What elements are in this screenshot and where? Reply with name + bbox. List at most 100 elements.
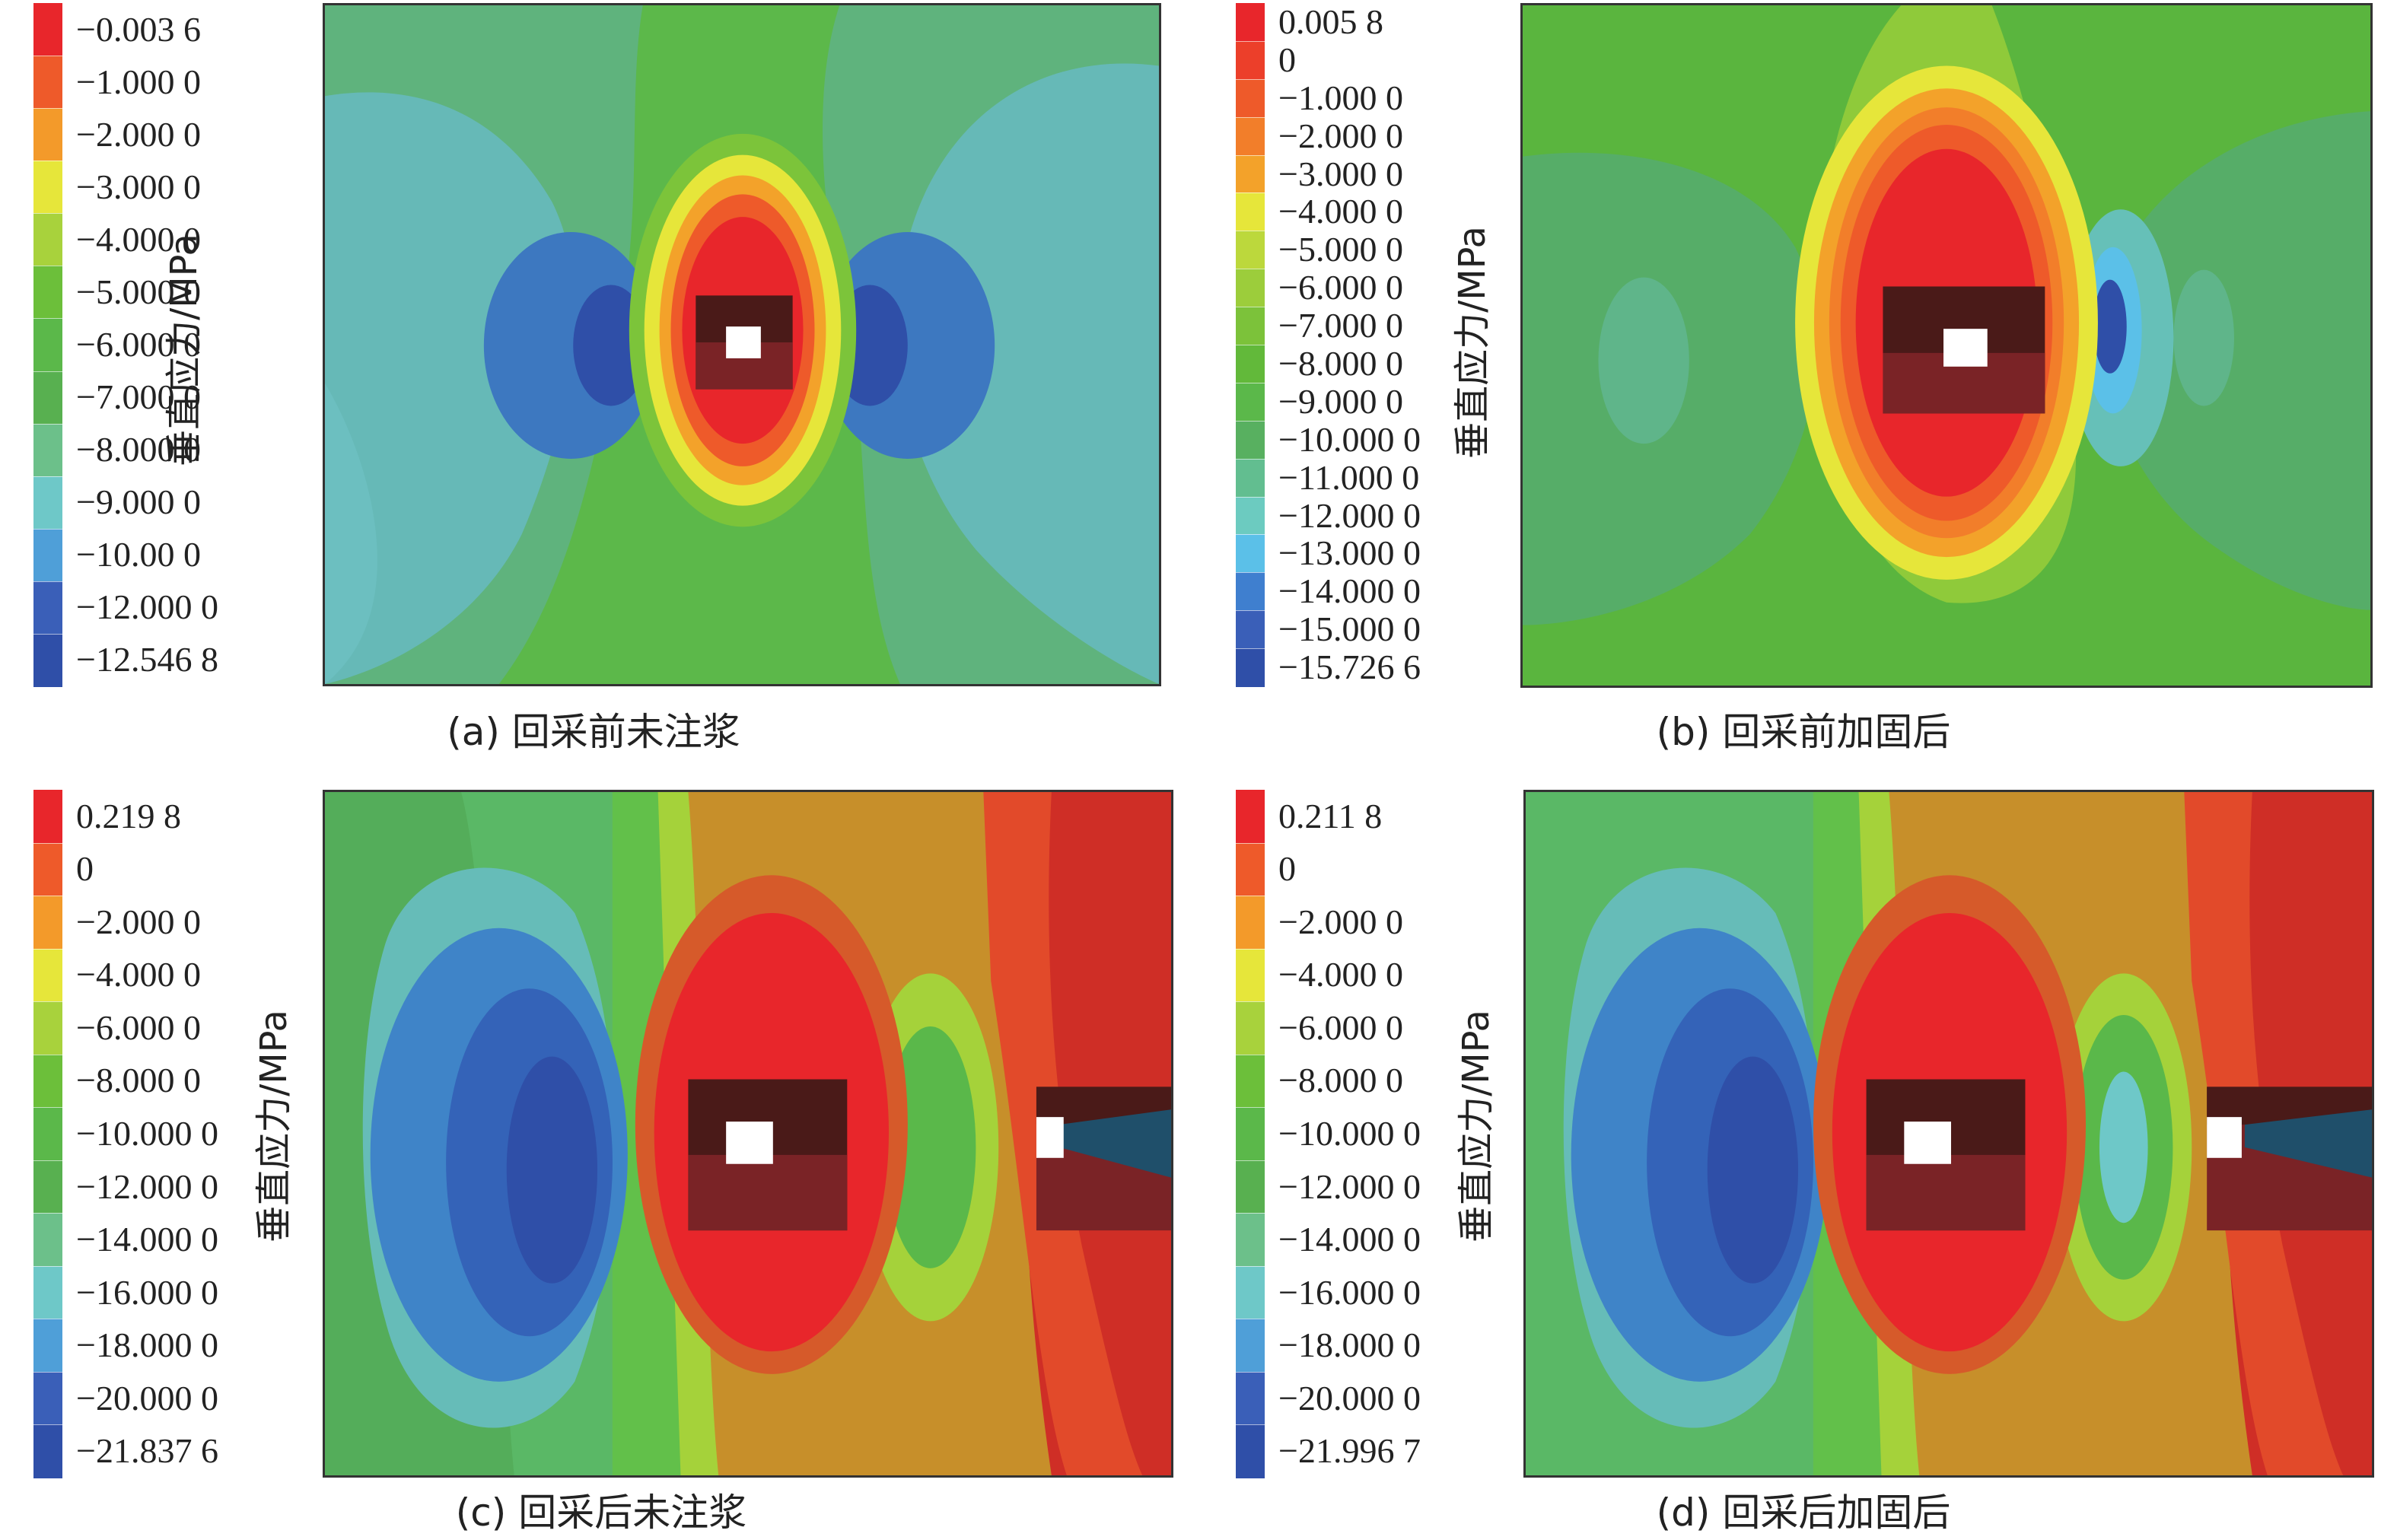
legend-swatch: [33, 1371, 62, 1426]
caption-a: (a) 回采前未注浆: [447, 710, 740, 754]
legend-label: −9.000 0: [1278, 381, 1403, 421]
legend-label: −3.000 0: [1278, 154, 1403, 193]
contour-image-d: [1526, 792, 2372, 1475]
legend-label: 0.219 8: [76, 796, 181, 835]
legend-title-b: 垂直应力/MPa: [1451, 226, 1494, 459]
legend-swatch: [1236, 1001, 1265, 1056]
legend-swatch: [33, 161, 62, 215]
legend-swatch: [33, 56, 62, 110]
legend-swatch: [1236, 1424, 1265, 1479]
legend-swatch: [1236, 1107, 1265, 1162]
legend-label: −9.000 0: [76, 482, 201, 522]
legend-swatch: [33, 1160, 62, 1214]
legend-label: 0: [1278, 40, 1296, 79]
legend-label: −16.000 0: [1278, 1272, 1421, 1312]
legend-label: 0: [1278, 849, 1296, 889]
legend-swatch: [1236, 231, 1265, 270]
legend-swatch: [33, 3, 62, 56]
legend-swatch: [33, 896, 62, 950]
legend-label: −21.996 7: [1278, 1431, 1421, 1471]
legend-label: 0.005 8: [1278, 2, 1383, 41]
legend-label: −16.000 0: [76, 1272, 218, 1312]
legend-label: −10.000 0: [1278, 1114, 1421, 1153]
legend-swatch: [1236, 790, 1265, 844]
legend-label: −18.000 0: [1278, 1325, 1421, 1365]
legend-swatch: [1236, 345, 1265, 384]
legend-title-a: 垂直应力/MPa: [163, 234, 205, 466]
legend-label: −4.000 0: [1278, 192, 1403, 231]
legend-swatch: [33, 842, 62, 897]
caption-b: (b) 回采前加固后: [1656, 710, 1951, 754]
legend-label: −14.000 0: [1278, 571, 1421, 611]
legend-swatch: [1236, 40, 1265, 81]
legend-swatch: [33, 790, 62, 844]
legend-label: −1.000 0: [1278, 78, 1403, 117]
legend-swatch: [1236, 116, 1265, 157]
contour-image-a: [325, 5, 1159, 684]
legend-swatch: [1236, 382, 1265, 422]
legend-swatch: [1236, 572, 1265, 612]
legend-swatch: [1236, 154, 1265, 194]
legend-swatch: [33, 1054, 62, 1109]
legend-label: −14.000 0: [1278, 1220, 1421, 1259]
legend-swatch: [33, 633, 62, 688]
legend-label: −15.726 6: [1278, 648, 1421, 687]
legend-label: −20.000 0: [76, 1378, 218, 1418]
contour-plot-a: [323, 3, 1161, 686]
legend-label: −5.000 0: [1278, 230, 1403, 269]
legend-swatch: [33, 476, 62, 530]
legend-label: −2.000 0: [1278, 116, 1403, 155]
legend-swatch: [1236, 1371, 1265, 1426]
legend-label: 0: [76, 849, 94, 889]
contour-plot-c: [323, 790, 1173, 1478]
legend-label: −10.000 0: [76, 1114, 218, 1153]
legend-label: −7.000 0: [1278, 306, 1403, 345]
legend-label: −8.000 0: [76, 1061, 201, 1100]
legend-label: −12.546 8: [76, 640, 218, 679]
legend-swatch: [33, 581, 62, 635]
legend-label: −7.000 0: [76, 377, 201, 417]
legend-swatch: [33, 1265, 62, 1320]
legend-label: −3.000 0: [76, 167, 201, 206]
legend-label: −2.000 0: [1278, 902, 1403, 941]
legend-swatch: [1236, 842, 1265, 897]
legend-swatch: [1236, 192, 1265, 232]
legend-swatch: [33, 213, 62, 267]
legend-label: −20.000 0: [1278, 1378, 1421, 1418]
legend-swatch: [1236, 1160, 1265, 1214]
legend-swatch: [33, 108, 62, 162]
legend-label: −4.000 0: [76, 219, 201, 259]
legend-label: −15.000 0: [1278, 609, 1421, 649]
legend-swatch: [1236, 534, 1265, 574]
legend-label: −10.000 0: [1278, 419, 1421, 459]
legend-swatch: [1236, 1213, 1265, 1268]
legend-swatch: [1236, 420, 1265, 460]
legend-label: −14.000 0: [76, 1220, 218, 1259]
legend-label: −0.003 6: [76, 9, 201, 49]
legend-swatch: [33, 371, 62, 425]
legend-title-c: 垂直应力/MPa: [253, 1010, 295, 1242]
legend-title-d: 垂直应力/MPa: [1455, 1010, 1498, 1242]
legend-label: −18.000 0: [76, 1325, 218, 1365]
legend-swatch: [1236, 1265, 1265, 1320]
legend-swatch: [33, 423, 62, 478]
legend-swatch: [1236, 78, 1265, 119]
legend-label: −8.000 0: [1278, 1061, 1403, 1100]
caption-d: (d) 回采后加固后: [1656, 1491, 1951, 1535]
legend-label: −8.000 0: [76, 430, 201, 469]
legend-swatch: [1236, 896, 1265, 950]
legend-swatch: [33, 1424, 62, 1479]
legend-swatch: [1236, 948, 1265, 1003]
contour-image-c: [325, 792, 1171, 1475]
legend-label: −12.000 0: [76, 1166, 218, 1206]
contour-plot-d: [1523, 790, 2374, 1478]
legend-label: −10.00 0: [76, 535, 201, 574]
legend-label: −12.000 0: [1278, 495, 1421, 535]
legend-swatch: [33, 1319, 62, 1373]
legend-label: −1.000 0: [76, 62, 201, 101]
contour-plot-b: [1520, 3, 2373, 688]
legend-swatch: [1236, 610, 1265, 650]
legend-swatch: [33, 1213, 62, 1268]
legend-swatch: [33, 1001, 62, 1056]
